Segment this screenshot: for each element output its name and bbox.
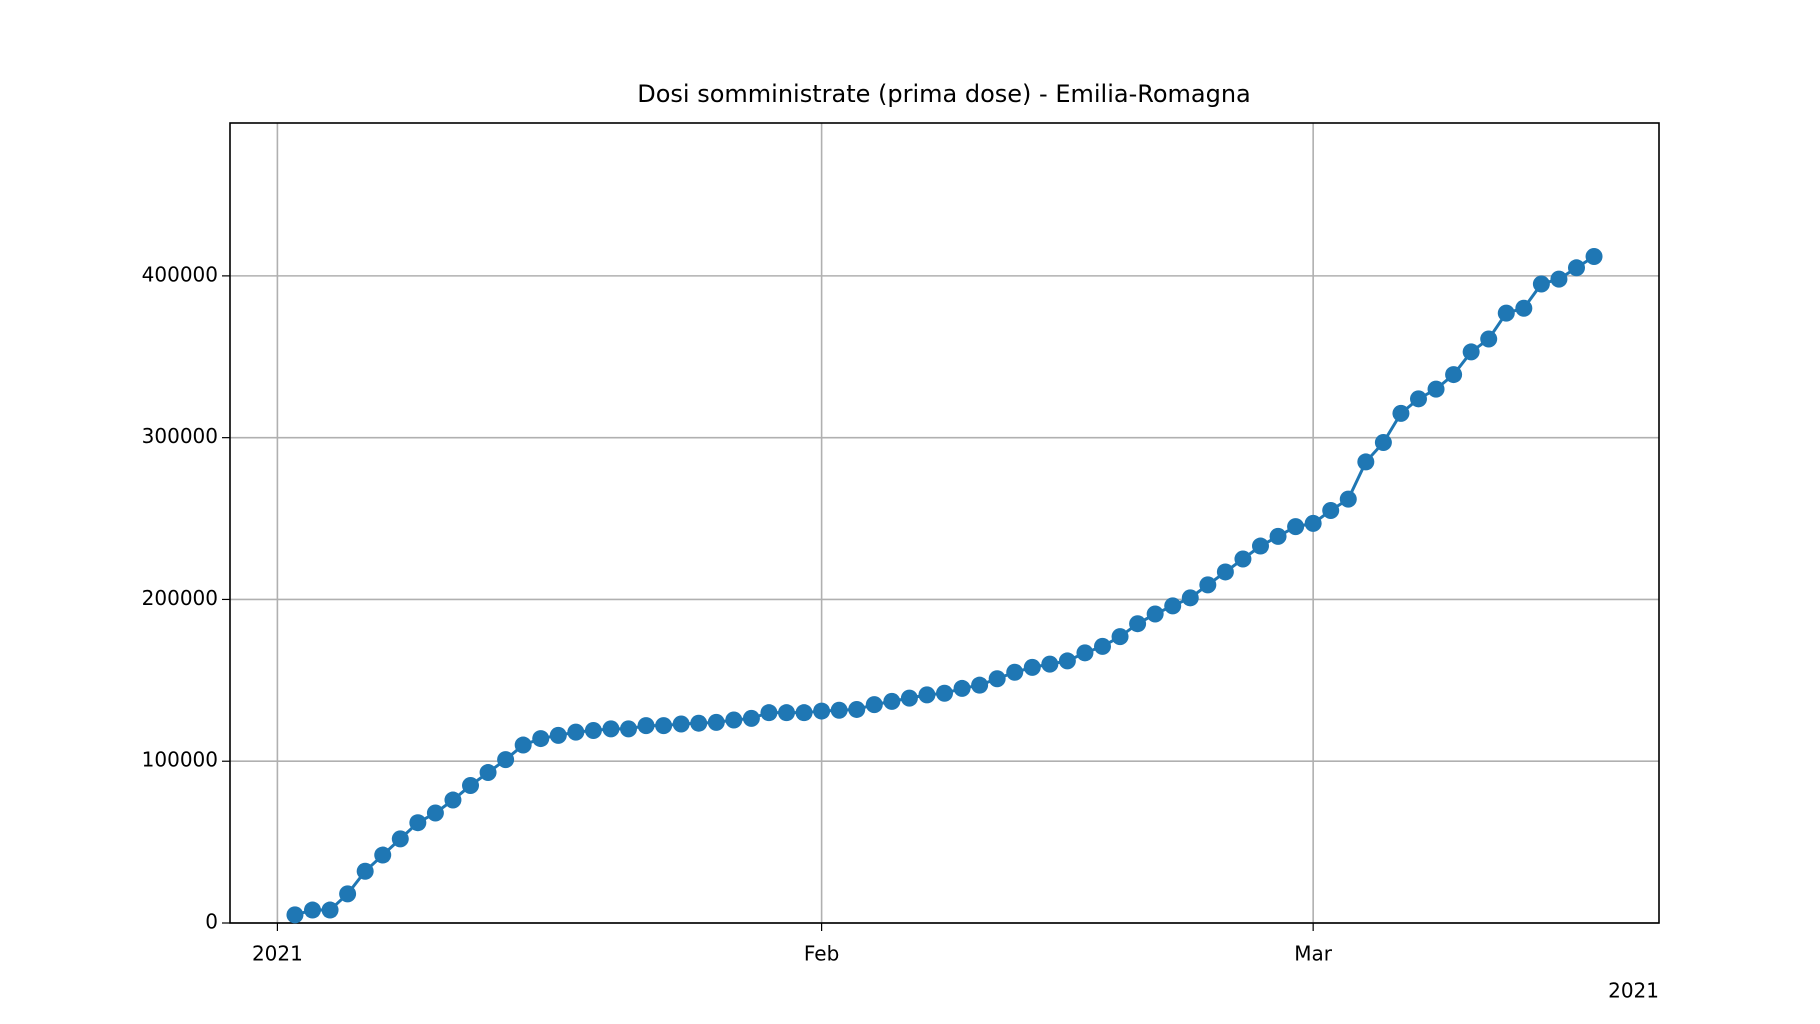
marker [1287, 518, 1305, 536]
marker [1199, 576, 1217, 594]
marker [690, 714, 708, 732]
marker [321, 901, 339, 919]
marker [374, 846, 392, 864]
y-tick-label: 200000 [142, 586, 218, 610]
x-tick-label: Mar [1294, 942, 1333, 966]
marker [1515, 299, 1533, 317]
x-tick-label: 2021 [252, 942, 303, 966]
marker [637, 717, 655, 735]
marker [1251, 537, 1269, 555]
marker [1445, 366, 1463, 384]
y-tick-label: 300000 [142, 424, 218, 448]
marker [391, 830, 409, 848]
marker [1216, 563, 1234, 581]
x-offset-label: 2021 [1608, 979, 1659, 1003]
chart-title: Dosi somministrate (prima dose) - Emilia… [637, 80, 1251, 108]
marker [655, 717, 673, 735]
marker [813, 702, 831, 720]
marker [988, 670, 1006, 688]
marker [497, 751, 515, 769]
marker [426, 804, 444, 822]
marker [1006, 663, 1024, 681]
marker [1532, 275, 1550, 293]
marker [1585, 247, 1603, 265]
plot-frame [229, 122, 1660, 924]
marker [1234, 550, 1252, 568]
marker [900, 689, 918, 707]
marker [778, 704, 796, 722]
x-tick-label: Feb [804, 942, 839, 966]
marker [707, 713, 725, 731]
marker [1181, 589, 1199, 607]
marker [567, 723, 585, 741]
marker [1164, 597, 1182, 615]
marker [1357, 453, 1375, 471]
marker [1392, 404, 1410, 422]
marker [462, 776, 480, 794]
marker [532, 730, 550, 748]
marker [760, 704, 778, 722]
marker [1041, 655, 1059, 673]
marker [1462, 343, 1480, 361]
marker [444, 791, 462, 809]
marker [865, 696, 883, 714]
marker [479, 764, 497, 782]
marker [1129, 615, 1147, 633]
marker [953, 679, 971, 697]
marker [936, 684, 953, 702]
marker [795, 704, 813, 722]
marker [1058, 652, 1076, 670]
marker [549, 726, 567, 744]
marker [1567, 259, 1585, 277]
marker [1146, 605, 1164, 623]
marker [1304, 514, 1322, 532]
marker [742, 709, 760, 727]
marker [602, 720, 620, 738]
marker [304, 901, 322, 919]
marker [883, 692, 901, 710]
marker [1023, 658, 1041, 676]
marker [1550, 270, 1568, 288]
marker [1497, 304, 1515, 322]
marker [409, 814, 427, 832]
marker [514, 736, 532, 754]
marker [1339, 490, 1357, 508]
marker [620, 720, 638, 738]
line [294, 255, 1595, 917]
marker [672, 715, 690, 733]
marker [1269, 527, 1287, 545]
marker [830, 701, 848, 719]
marker [286, 906, 304, 924]
marker [584, 721, 602, 739]
marker [1111, 628, 1129, 646]
marker [848, 700, 866, 718]
y-tick-label: 400000 [142, 262, 218, 286]
y-tick-label: 0 [205, 910, 218, 934]
marker [1427, 380, 1445, 398]
marker [918, 686, 936, 704]
marker [1409, 390, 1427, 408]
marker [1480, 330, 1498, 348]
marker [1374, 434, 1392, 452]
y-tick-label: 100000 [142, 748, 218, 772]
marker [1322, 501, 1340, 519]
marker [1076, 644, 1094, 662]
marker [1093, 637, 1111, 655]
marker [971, 676, 989, 694]
marker [339, 885, 357, 903]
marker [356, 862, 374, 880]
marker [725, 711, 743, 729]
